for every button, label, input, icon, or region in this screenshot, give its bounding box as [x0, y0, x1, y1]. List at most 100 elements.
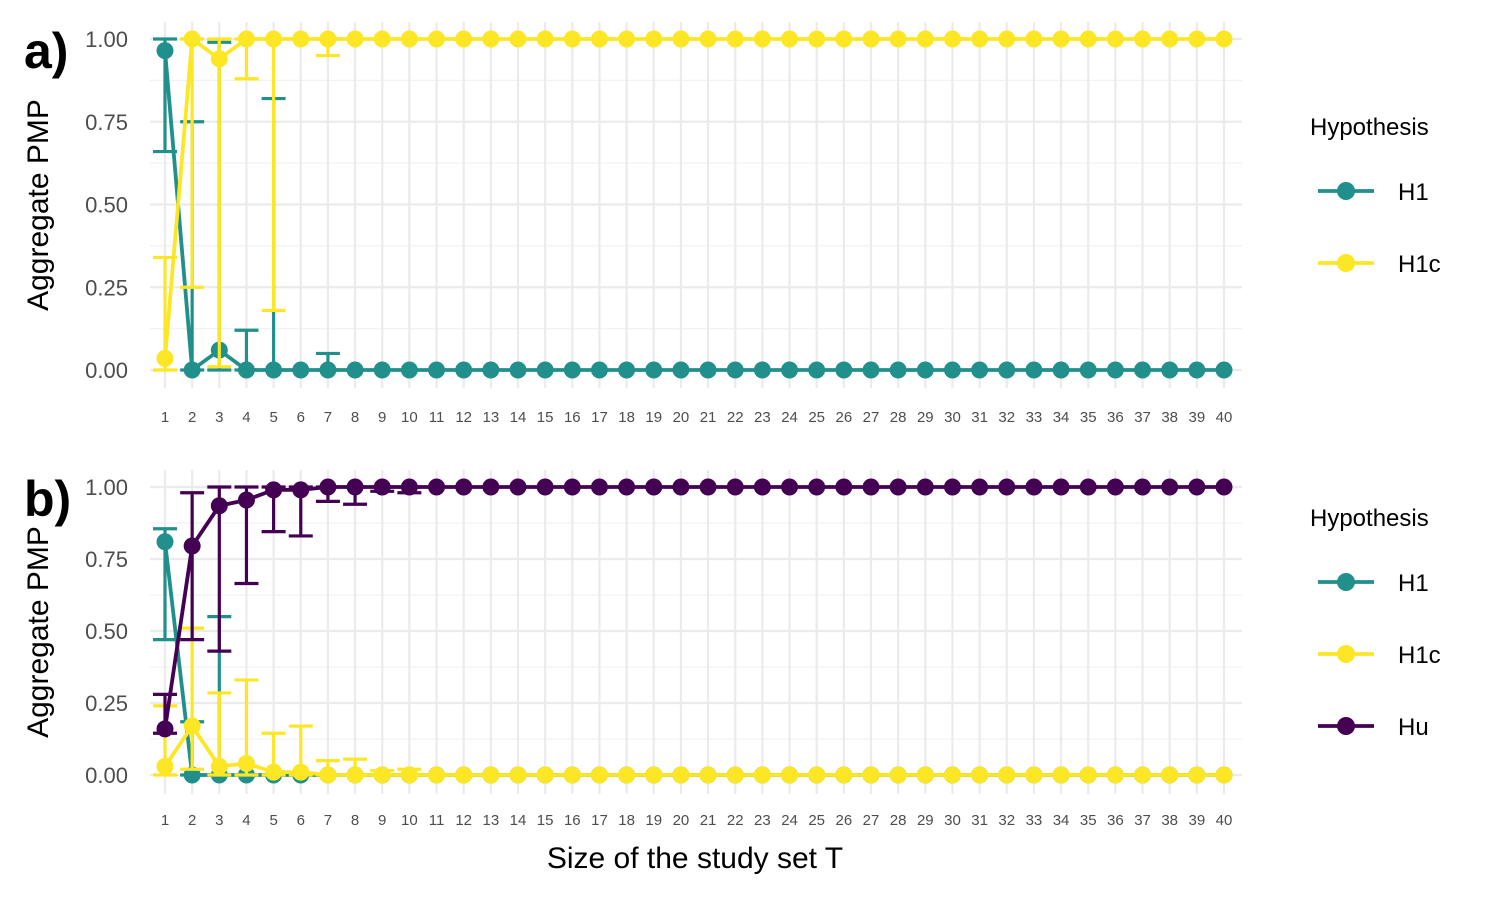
data-point	[808, 766, 826, 784]
data-point	[156, 533, 174, 551]
data-point	[1052, 478, 1070, 496]
x-tick-label: 16	[564, 409, 581, 426]
x-tick-label: 3	[215, 409, 223, 426]
data-point	[1134, 478, 1152, 496]
data-point	[183, 537, 201, 555]
series-H1	[153, 37, 1233, 379]
data-point	[781, 478, 799, 496]
legend-key-point	[1337, 182, 1355, 200]
series-H1c	[153, 626, 1233, 784]
panel-b-x-ticks: 1 2 3 4 5 6 7 8 9 10 11 12 13 14 15 16 17 18 19 20 21 22 23 24 2…	[161, 812, 1233, 829]
data-point	[1025, 766, 1043, 784]
data-point	[862, 766, 880, 784]
data-point	[509, 361, 527, 379]
x-tick-label: 38	[1161, 409, 1178, 426]
data-point	[1134, 766, 1152, 784]
x-tick-label: 17	[591, 812, 608, 829]
data-point	[943, 361, 961, 379]
data-point	[1188, 766, 1206, 784]
x-tick-label: 32	[998, 409, 1015, 426]
x-tick-label: 22	[727, 812, 744, 829]
x-tick-label: 14	[510, 409, 527, 426]
x-axis-label: Size of the study set T	[547, 842, 843, 875]
data-point	[428, 478, 446, 496]
data-point	[672, 766, 690, 784]
data-point	[210, 757, 228, 775]
data-point	[618, 30, 636, 48]
x-tick-label: 1	[161, 812, 169, 829]
data-point	[1161, 361, 1179, 379]
data-point	[1188, 361, 1206, 379]
panel-b: 0.000.250.500.751.00 1 2 3 4 5 6 7 8 9 10 11 12 13 14…	[22, 470, 1441, 829]
data-point	[672, 30, 690, 48]
x-tick-label: 6	[297, 409, 305, 426]
x-tick-label: 4	[242, 812, 250, 829]
data-point	[699, 478, 717, 496]
data-point	[1106, 30, 1124, 48]
legend-label: H1	[1398, 570, 1429, 597]
data-point	[400, 361, 418, 379]
data-point	[346, 30, 364, 48]
panel-b-grid	[150, 470, 1242, 794]
data-point	[400, 478, 418, 496]
x-tick-label: 19	[645, 409, 662, 426]
panel-a-legend: Hypothesis H1 H1c	[1310, 114, 1441, 278]
x-tick-label: 33	[1026, 409, 1043, 426]
data-point	[618, 478, 636, 496]
data-point	[563, 361, 581, 379]
data-point	[1161, 478, 1179, 496]
data-point	[971, 30, 989, 48]
panel-a-x-ticks: 1 2 3 4 5 6 7 8 9 10 11 12 13 14 15 16 17 18 19 20 21 22 23 24 2…	[161, 409, 1233, 426]
data-point	[645, 478, 663, 496]
x-tick-label: 31	[971, 812, 988, 829]
data-point	[509, 766, 527, 784]
x-tick-label: 29	[917, 409, 934, 426]
x-tick-label: 5	[269, 409, 277, 426]
data-point	[889, 30, 907, 48]
x-tick-label: 39	[1189, 812, 1206, 829]
y-tick-label: 0.75	[85, 110, 128, 135]
data-point	[781, 766, 799, 784]
data-point	[1052, 361, 1070, 379]
x-tick-label: 35	[1080, 812, 1097, 829]
x-tick-label: 30	[944, 409, 961, 426]
legend-title: Hypothesis	[1310, 505, 1429, 532]
data-point	[889, 766, 907, 784]
data-point	[536, 361, 554, 379]
data-point	[265, 30, 283, 48]
data-point	[1188, 478, 1206, 496]
x-tick-label: 37	[1134, 409, 1151, 426]
data-point	[590, 30, 608, 48]
data-point	[346, 766, 364, 784]
x-tick-label: 32	[998, 812, 1015, 829]
data-point	[998, 361, 1016, 379]
x-tick-label: 12	[455, 812, 472, 829]
data-point	[563, 766, 581, 784]
data-point	[1079, 478, 1097, 496]
data-point	[563, 30, 581, 48]
data-point	[428, 30, 446, 48]
x-tick-label: 24	[781, 409, 798, 426]
legend-key-point	[1337, 645, 1355, 663]
x-tick-label: 9	[378, 812, 386, 829]
data-point	[237, 361, 255, 379]
data-point	[265, 361, 283, 379]
legend-label: H1c	[1398, 251, 1441, 278]
x-tick-label: 10	[401, 812, 418, 829]
data-point	[455, 30, 473, 48]
x-tick-label: 10	[401, 409, 418, 426]
data-point	[319, 478, 337, 496]
data-point	[590, 766, 608, 784]
x-tick-label: 16	[564, 812, 581, 829]
data-point	[400, 30, 418, 48]
data-point	[726, 766, 744, 784]
data-point	[1079, 766, 1097, 784]
data-point	[292, 763, 310, 781]
data-point	[971, 478, 989, 496]
data-point	[781, 361, 799, 379]
data-point	[400, 766, 418, 784]
x-tick-label: 21	[700, 409, 717, 426]
data-point	[373, 478, 391, 496]
data-point	[672, 478, 690, 496]
x-tick-label: 18	[618, 812, 635, 829]
